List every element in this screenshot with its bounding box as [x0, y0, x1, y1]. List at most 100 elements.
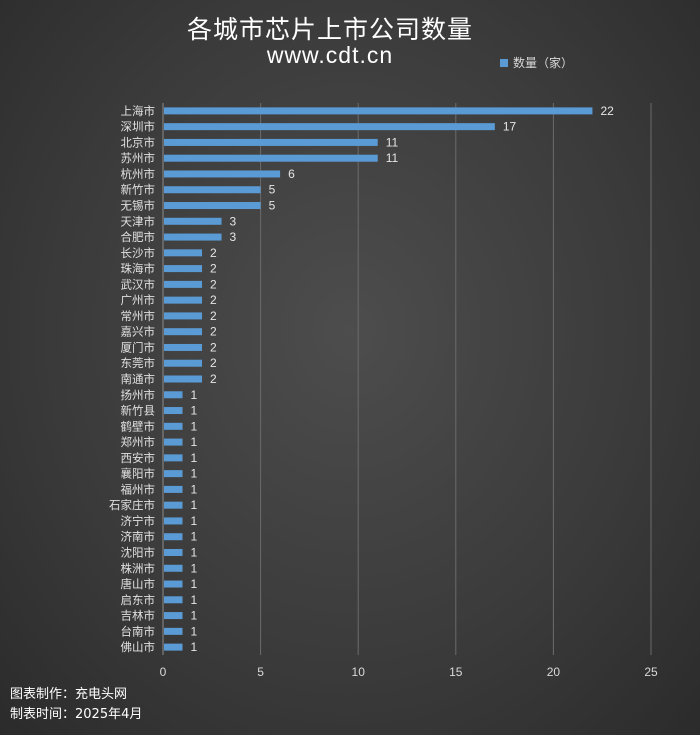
bar — [164, 186, 261, 194]
bar — [164, 517, 183, 525]
category-label: 株洲市 — [121, 561, 156, 575]
category-label: 苏州市 — [121, 151, 156, 165]
data-label: 1 — [191, 419, 198, 433]
category-label: 西安市 — [121, 451, 156, 465]
category-label: 长沙市 — [121, 246, 156, 260]
data-label: 1 — [191, 498, 198, 512]
bar — [164, 612, 183, 620]
bar — [164, 533, 183, 541]
category-label: 珠海市 — [121, 262, 156, 276]
bar — [164, 233, 222, 241]
bar — [164, 375, 203, 383]
data-label: 1 — [191, 435, 198, 449]
category-label: 杭州市 — [121, 167, 156, 181]
data-label: 2 — [210, 372, 217, 386]
data-label: 5 — [269, 199, 276, 213]
bar — [164, 391, 183, 399]
bar — [164, 407, 183, 415]
x-tick-label: 5 — [257, 665, 264, 679]
bar — [164, 422, 183, 430]
category-label: 东莞市 — [121, 356, 156, 370]
chart-subtitle: www.cdt.cn — [266, 42, 394, 68]
data-label: 3 — [230, 230, 237, 244]
bar — [164, 328, 203, 336]
data-label: 11 — [386, 135, 399, 149]
data-label: 2 — [210, 325, 217, 339]
data-label: 2 — [210, 356, 217, 370]
bar — [164, 107, 593, 115]
data-label: 2 — [210, 340, 217, 354]
category-label: 无锡市 — [121, 199, 156, 213]
bar — [164, 564, 183, 572]
category-label: 上海市 — [121, 104, 156, 118]
data-label: 2 — [210, 246, 217, 260]
category-label: 新竹县 — [121, 404, 156, 418]
bar — [164, 123, 495, 131]
data-label: 1 — [191, 609, 198, 623]
bar — [164, 202, 261, 210]
category-label: 济宁市 — [121, 514, 156, 528]
x-tick-label: 10 — [352, 665, 366, 679]
category-label: 襄阳市 — [121, 467, 156, 481]
data-label: 1 — [191, 561, 198, 575]
data-label: 1 — [191, 404, 198, 418]
category-label: 佛山市 — [121, 640, 156, 654]
x-tick-label: 15 — [449, 665, 463, 679]
category-label: 济南市 — [121, 530, 156, 544]
bar — [164, 280, 203, 288]
bar — [164, 359, 203, 367]
bar — [164, 312, 203, 320]
data-label: 1 — [191, 577, 198, 591]
data-label: 1 — [191, 624, 198, 638]
category-label: 广州市 — [121, 293, 156, 307]
category-label: 唐山市 — [121, 577, 156, 591]
data-label: 1 — [191, 451, 198, 465]
data-label: 1 — [191, 388, 198, 402]
footer-made-by: 图表制作：充电头网 — [10, 687, 128, 702]
bar — [164, 138, 378, 146]
bar — [164, 154, 378, 162]
bar — [164, 627, 183, 635]
data-label: 1 — [191, 545, 198, 559]
bar — [164, 580, 183, 588]
bar — [164, 296, 203, 304]
data-label: 2 — [210, 293, 217, 307]
x-tick-label: 25 — [644, 665, 658, 679]
x-tick-label: 20 — [547, 665, 561, 679]
category-label: 北京市 — [121, 135, 156, 149]
category-label: 福州市 — [121, 482, 156, 496]
bar — [164, 170, 281, 178]
category-label: 郑州市 — [121, 435, 156, 449]
data-label: 17 — [503, 120, 517, 134]
data-label: 5 — [269, 183, 276, 197]
category-label: 常州市 — [121, 309, 156, 323]
chart-title: 各城市芯片上市公司数量 — [186, 15, 473, 44]
category-label: 启东市 — [121, 593, 156, 607]
data-label: 1 — [191, 482, 198, 496]
category-label: 南通市 — [121, 372, 156, 386]
data-label: 1 — [191, 530, 198, 544]
category-label: 天津市 — [121, 214, 156, 228]
data-label: 1 — [191, 593, 198, 607]
data-label: 11 — [386, 151, 399, 165]
category-label: 新竹市 — [121, 183, 156, 197]
x-tick-label: 0 — [160, 665, 167, 679]
category-label: 合肥市 — [121, 230, 156, 244]
category-label: 沈阳市 — [121, 545, 156, 559]
bar — [164, 438, 183, 446]
bar — [164, 454, 183, 462]
bar — [164, 643, 183, 651]
footer-made-time: 制表时间：2025年4月 — [10, 707, 143, 722]
data-label: 22 — [600, 104, 614, 118]
category-label: 扬州市 — [121, 388, 156, 402]
category-label: 武汉市 — [121, 277, 156, 291]
bar — [164, 343, 203, 351]
bar — [164, 217, 222, 225]
data-label: 1 — [191, 514, 198, 528]
data-label: 1 — [191, 640, 198, 654]
data-label: 6 — [288, 167, 295, 181]
legend-swatch — [500, 58, 508, 67]
bar — [164, 470, 183, 478]
